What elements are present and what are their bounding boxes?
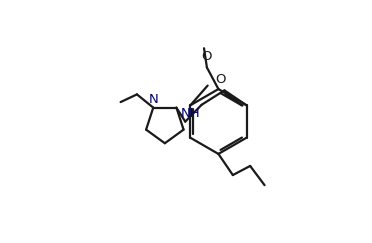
Text: O: O bbox=[201, 50, 211, 63]
Text: NH: NH bbox=[181, 107, 201, 120]
Text: N: N bbox=[148, 93, 158, 106]
Text: O: O bbox=[215, 73, 225, 86]
